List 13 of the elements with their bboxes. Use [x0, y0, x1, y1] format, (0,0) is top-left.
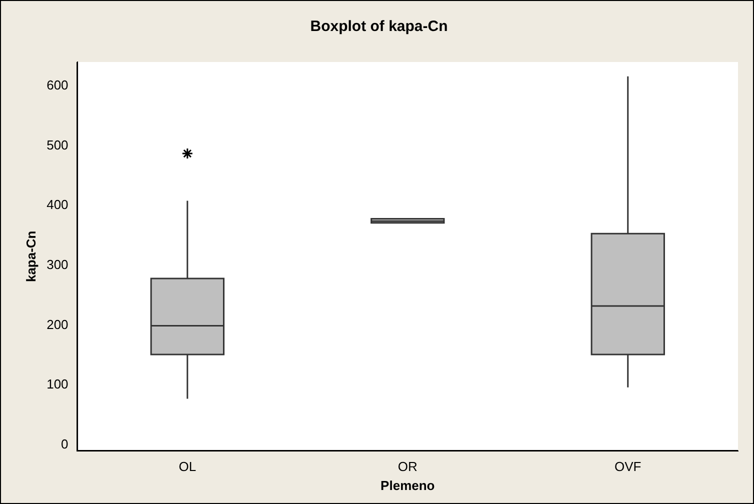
y-axis-title: kapa-Cn	[23, 230, 38, 282]
y-tick-label: 400	[46, 197, 68, 212]
x-tick-label: OL	[178, 459, 196, 474]
y-tick-label: 200	[46, 316, 68, 332]
x-axis-title: Plemeno	[380, 478, 435, 493]
chart-title: Boxplot of kapa-Cn	[310, 18, 448, 36]
y-tick-label: 0	[61, 436, 68, 452]
x-tick-label: OVF	[614, 459, 642, 474]
y-tick-label: 100	[46, 376, 68, 392]
x-tick-label: OR	[398, 459, 418, 474]
y-tick-label: 600	[46, 78, 68, 93]
y-tick-label: 300	[46, 256, 68, 272]
y-tick-label: 500	[46, 137, 68, 152]
